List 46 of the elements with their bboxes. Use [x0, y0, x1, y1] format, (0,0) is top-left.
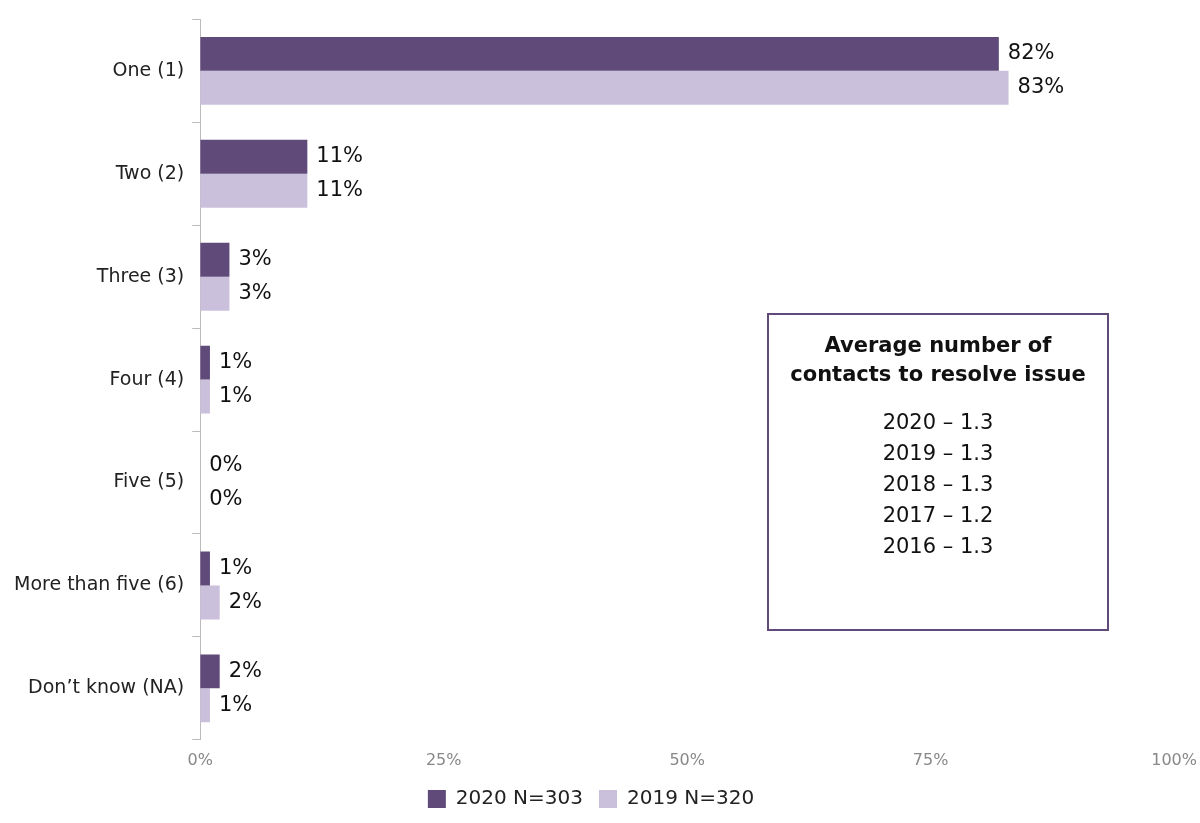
- y-tick-label: Four (4): [109, 366, 185, 389]
- bar: [200, 276, 230, 311]
- bar: [200, 139, 308, 174]
- bar: [200, 654, 220, 689]
- data-label: 0%: [209, 485, 243, 510]
- data-label: 0%: [209, 451, 243, 476]
- annotation: 2017 – 1.2: [881, 502, 995, 529]
- data-label: 2%: [228, 588, 263, 613]
- bar: [200, 36, 999, 71]
- legend-label: 2019 N=320: [627, 785, 755, 810]
- bar: [200, 379, 210, 414]
- data-label: 1%: [218, 691, 253, 716]
- y-tick-label: One (1): [112, 57, 185, 80]
- data-label: 3%: [238, 246, 272, 271]
- data-label: 3%: [238, 280, 272, 305]
- data-label: 82%: [1007, 40, 1055, 65]
- bar: [200, 345, 210, 380]
- x-tick-label: 75%: [912, 749, 949, 769]
- data-label: 11%: [316, 177, 364, 202]
- y-tick-label: Three (3): [95, 263, 185, 286]
- data-label: 1%: [218, 349, 253, 374]
- x-tick-label: 50%: [669, 749, 705, 769]
- x-tick-label: 100%: [1151, 749, 1197, 769]
- data-label: 2%: [228, 657, 263, 682]
- bar: [200, 585, 220, 620]
- y-tick-label: Five (5): [113, 469, 185, 492]
- annotation: 2016 – 1.3: [881, 533, 995, 560]
- data-label: 1%: [218, 383, 253, 408]
- y-tick-label: Two (2): [114, 160, 185, 183]
- y-tick-label: Don’t know (NA): [28, 675, 185, 698]
- data-label: 83%: [1017, 74, 1065, 99]
- bar: [200, 242, 230, 277]
- bar: [200, 173, 308, 208]
- annotation: 2020 – 1.3: [881, 409, 995, 436]
- x-tick-label: 0%: [187, 749, 213, 769]
- annotation: 2019 – 1.3: [881, 440, 995, 467]
- data-label: 1%: [218, 554, 253, 579]
- bar: [200, 70, 1009, 105]
- x-tick-label: 25%: [425, 749, 462, 769]
- annotation: Average number of contacts to resolve issue: [789, 332, 1087, 388]
- data-label: 11%: [316, 143, 364, 168]
- legend-label: 2020 N=303: [455, 785, 584, 810]
- y-tick-label: More than five (6): [13, 572, 185, 595]
- bar: [200, 688, 210, 723]
- bar: [200, 551, 210, 586]
- annotation: 2018 – 1.3: [881, 471, 995, 498]
